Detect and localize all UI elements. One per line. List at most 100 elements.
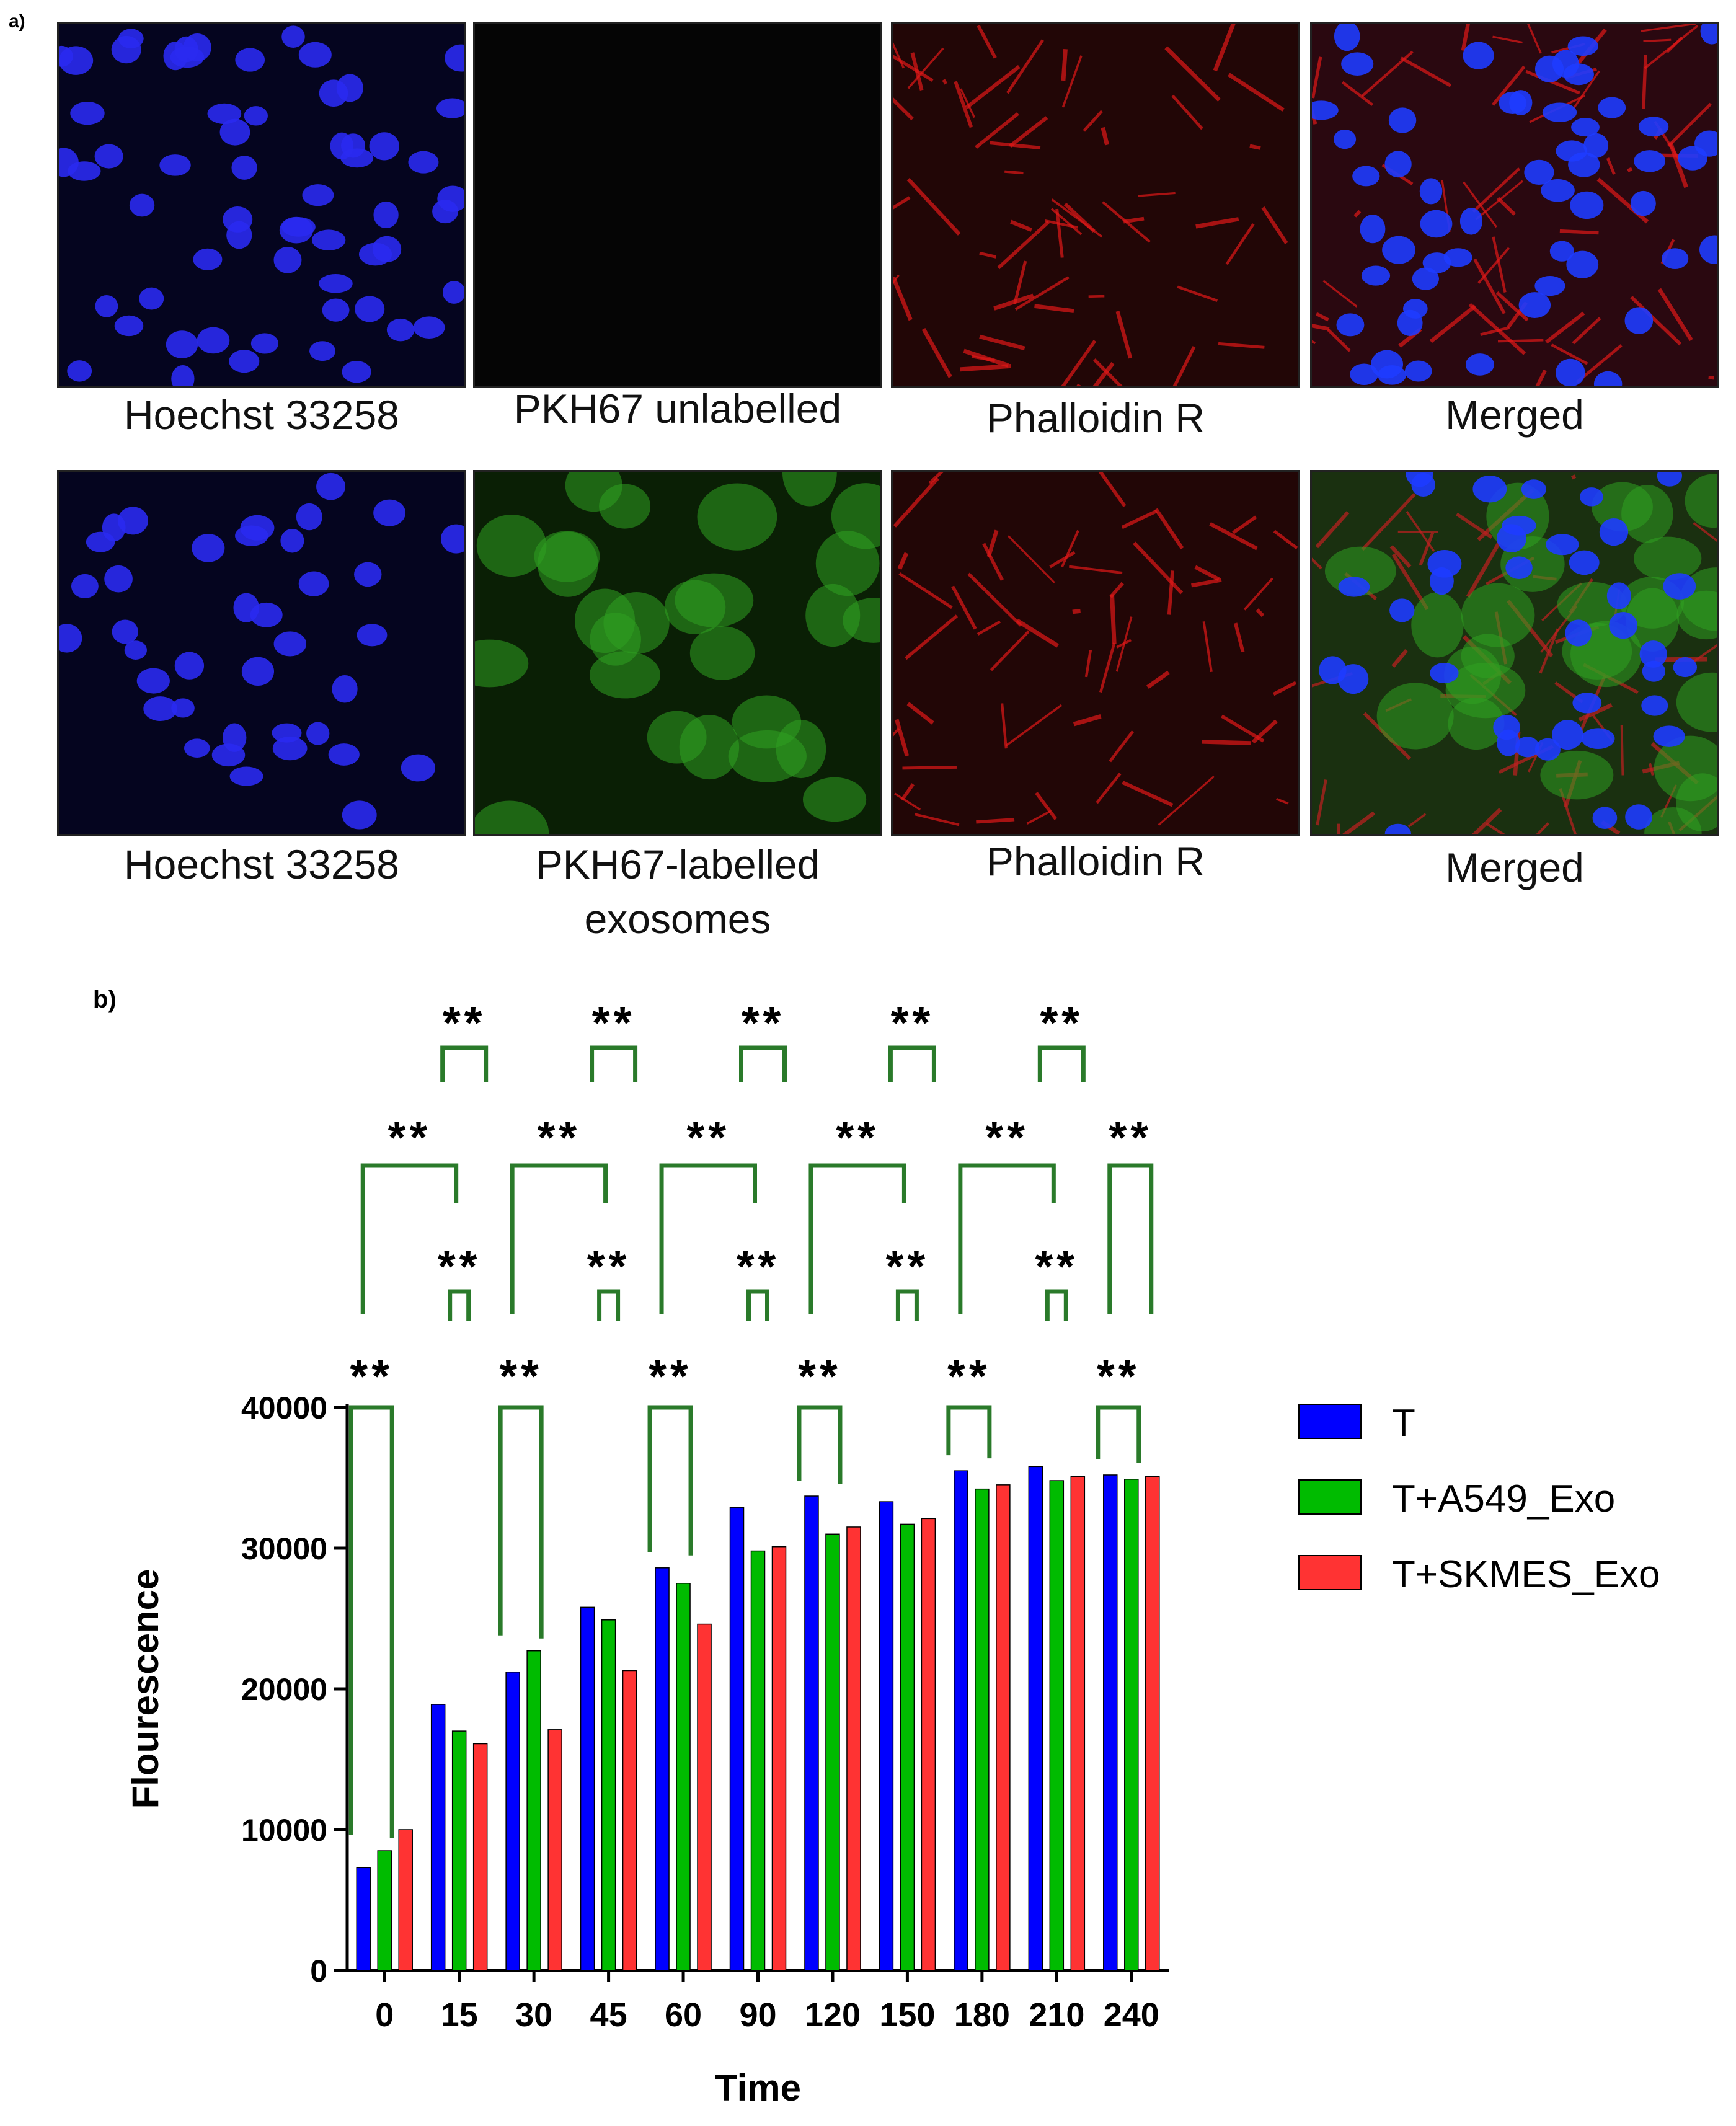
significance-bracket	[895, 1289, 919, 1321]
x-tick-label: 210	[1029, 1996, 1084, 2034]
bar-t-a549-exo	[601, 1619, 616, 1971]
legend-label: T	[1392, 1402, 1415, 1445]
micro-caption: Merged	[1445, 844, 1584, 890]
bar-t	[804, 1495, 819, 1971]
bar-t-a549-exo	[377, 1850, 392, 1971]
significance-bracket	[739, 1045, 787, 1082]
bar-t-skmes-exo	[622, 1670, 637, 1971]
bar-t	[1028, 1466, 1043, 1971]
significance-bracket	[448, 1289, 471, 1321]
x-tick-label: 90	[739, 1996, 776, 2034]
y-tick-label: 30000	[241, 1531, 327, 1566]
significance-bracket	[746, 1289, 769, 1321]
legend-label: T+SKMES_Exo	[1392, 1553, 1660, 1596]
significance-stars: **	[443, 997, 486, 1048]
y-axis-label: Flourescence	[125, 1569, 166, 1809]
significance-stars: **	[592, 997, 636, 1048]
significance-bracket	[440, 1045, 489, 1082]
significance-bracket	[946, 1405, 992, 1459]
significance-bracket	[498, 1405, 544, 1639]
x-tick-label: 240	[1104, 1996, 1159, 2034]
significance-bracket	[808, 1163, 906, 1314]
x-tick-label: 60	[665, 1996, 702, 2034]
significance-bracket	[510, 1163, 608, 1314]
bar-t	[580, 1606, 595, 1971]
bar-t-skmes-exo	[472, 1743, 488, 1971]
micro-caption: Hoechst 33258	[124, 392, 399, 438]
bar-t-skmes-exo	[398, 1829, 413, 1971]
y-tick-label: 20000	[241, 1672, 327, 1707]
bar-t-skmes-exo	[1145, 1476, 1160, 1971]
significance-stars: **	[985, 1112, 1029, 1163]
micro-image-red	[891, 22, 1300, 388]
micro-image-black	[473, 22, 882, 388]
x-tick-label: 120	[805, 1996, 861, 2034]
bar-t-skmes-exo	[547, 1729, 562, 1971]
bar-t-a549-exo	[1049, 1480, 1065, 1971]
bar-t-skmes-exo	[697, 1623, 712, 1971]
significance-stars: **	[350, 1350, 393, 1402]
bar-t-a549-exo	[1124, 1479, 1139, 1971]
significance-stars: **	[1109, 1112, 1152, 1163]
bar-t-skmes-exo	[771, 1546, 787, 1971]
bar-chart: 0 10000 20000 30000 40000 0 15 30 45 60 90 120 150 18…	[125, 997, 1660, 2109]
bar-t-a549-exo	[526, 1650, 541, 1971]
significance-stars: **	[1035, 1241, 1079, 1292]
micro-image-red	[891, 470, 1300, 836]
bar-t-a549-exo	[451, 1730, 467, 1971]
bar-t-a549-exo	[900, 1523, 915, 1971]
bar-t-a549-exo	[975, 1488, 990, 1971]
bar-t-a549-exo	[676, 1583, 691, 1971]
micro-caption: Phalloidin R	[986, 838, 1205, 884]
significance-stars: **	[891, 997, 934, 1048]
significance-bracket	[958, 1163, 1056, 1314]
x-tick-label: 150	[879, 1996, 935, 2034]
significance-bracket	[647, 1405, 693, 1556]
significance-stars: **	[1097, 1350, 1140, 1402]
significance-stars: **	[886, 1241, 929, 1292]
panel-a-label: a)	[9, 11, 25, 32]
legend-swatch	[1298, 1404, 1362, 1439]
x-tick-label: 180	[954, 1996, 1010, 2034]
bar-t-skmes-exo	[996, 1484, 1011, 1971]
significance-stars: **	[737, 1241, 780, 1292]
micro-caption: PKH67-labelled exosomes	[535, 841, 820, 942]
bar-t	[879, 1501, 894, 1971]
significance-stars: **	[438, 1241, 481, 1292]
significance-stars: **	[499, 1350, 542, 1402]
micro-image-green	[473, 470, 882, 836]
significance-bracket	[360, 1163, 459, 1314]
significance-bracket	[1096, 1405, 1141, 1463]
significance-bracket	[590, 1045, 638, 1082]
bar-t	[954, 1470, 968, 1971]
x-tick-label: 45	[590, 1996, 627, 2034]
bar-t-a549-exo	[825, 1533, 840, 1971]
bar-t-skmes-exo	[921, 1518, 936, 1971]
micro-image-merged	[1310, 22, 1719, 388]
bar-t	[505, 1672, 520, 1971]
significance-bracket	[888, 1045, 936, 1082]
micro-caption: Phalloidin R	[986, 395, 1205, 441]
bar-t	[729, 1507, 745, 1971]
significance-stars: **	[1040, 997, 1084, 1048]
significance-bracket	[1045, 1289, 1068, 1321]
significance-stars: **	[538, 1112, 581, 1163]
bar-t-a549-exo	[750, 1550, 766, 1971]
significance-stars: **	[742, 997, 785, 1048]
bar-t	[356, 1867, 371, 1971]
y-tick-label: 40000	[241, 1391, 327, 1425]
legend-swatch	[1298, 1555, 1362, 1590]
bar-t	[1103, 1474, 1118, 1971]
bar-t-skmes-exo	[1070, 1476, 1086, 1971]
significance-stars: **	[686, 1112, 730, 1163]
micro-image-blue	[57, 470, 466, 836]
significance-bracket	[797, 1405, 843, 1484]
legend-swatch	[1298, 1479, 1362, 1515]
micro-caption: Hoechst 33258	[124, 841, 399, 887]
significance-bracket	[1037, 1045, 1086, 1082]
panel-b-label: b)	[93, 986, 117, 1013]
significance-stars: **	[836, 1112, 879, 1163]
significance-stars: **	[649, 1350, 692, 1402]
micro-caption: Merged	[1445, 392, 1584, 438]
bar-t-skmes-exo	[846, 1526, 861, 1971]
